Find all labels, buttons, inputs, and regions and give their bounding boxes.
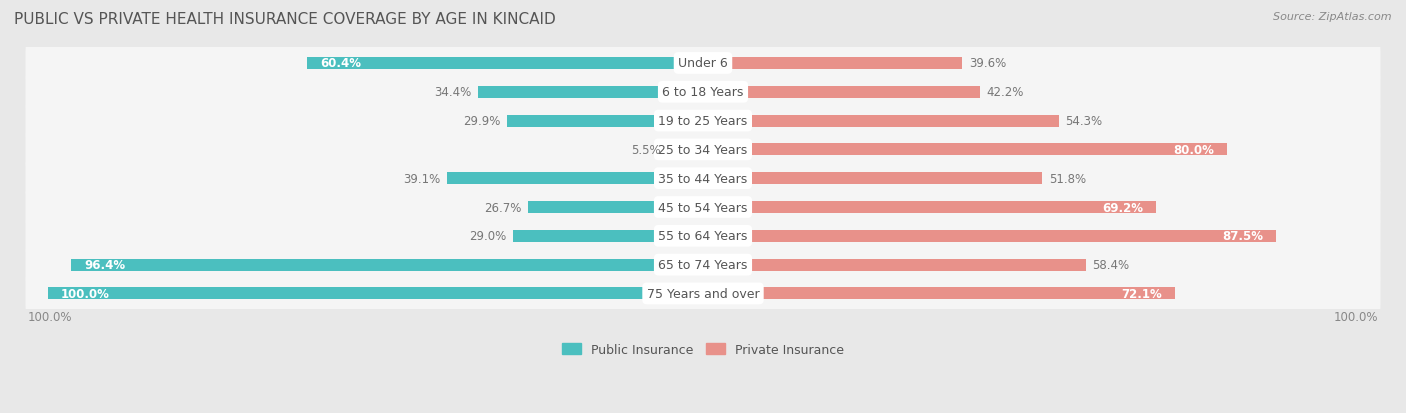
Legend: Public Insurance, Private Insurance: Public Insurance, Private Insurance — [557, 338, 849, 361]
Text: 80.0%: 80.0% — [1173, 144, 1215, 157]
Bar — [703, 259, 1085, 271]
Bar — [478, 86, 703, 99]
Text: 55 to 64 Years: 55 to 64 Years — [658, 230, 748, 243]
Text: 96.4%: 96.4% — [84, 259, 125, 271]
Text: PUBLIC VS PRIVATE HEALTH INSURANCE COVERAGE BY AGE IN KINCAID: PUBLIC VS PRIVATE HEALTH INSURANCE COVER… — [14, 12, 555, 27]
Bar — [447, 173, 703, 185]
Bar — [308, 58, 703, 70]
Text: 39.6%: 39.6% — [969, 57, 1007, 70]
Text: Under 6: Under 6 — [678, 57, 728, 70]
Bar — [703, 173, 1042, 185]
Text: 29.0%: 29.0% — [470, 230, 506, 243]
FancyBboxPatch shape — [25, 100, 1381, 143]
Text: 6 to 18 Years: 6 to 18 Years — [662, 86, 744, 99]
Text: 65 to 74 Years: 65 to 74 Years — [658, 259, 748, 271]
Text: 58.4%: 58.4% — [1092, 259, 1129, 271]
Bar — [703, 115, 1059, 127]
Text: 26.7%: 26.7% — [484, 201, 522, 214]
FancyBboxPatch shape — [25, 128, 1381, 172]
Bar — [529, 202, 703, 214]
Text: 87.5%: 87.5% — [1222, 230, 1263, 243]
Bar — [703, 58, 963, 70]
Text: 45 to 54 Years: 45 to 54 Years — [658, 201, 748, 214]
Bar — [703, 86, 980, 99]
Text: 39.1%: 39.1% — [404, 172, 440, 185]
Text: 54.3%: 54.3% — [1066, 115, 1102, 128]
Text: 75 Years and over: 75 Years and over — [647, 287, 759, 300]
FancyBboxPatch shape — [25, 214, 1381, 258]
Text: 5.5%: 5.5% — [631, 144, 661, 157]
Bar — [703, 202, 1156, 214]
Text: 35 to 44 Years: 35 to 44 Years — [658, 172, 748, 185]
Bar — [703, 288, 1175, 300]
FancyBboxPatch shape — [25, 42, 1381, 85]
FancyBboxPatch shape — [25, 186, 1381, 229]
Bar — [72, 259, 703, 271]
Text: 29.9%: 29.9% — [463, 115, 501, 128]
Text: 42.2%: 42.2% — [986, 86, 1024, 99]
FancyBboxPatch shape — [25, 71, 1381, 114]
Text: 100.0%: 100.0% — [60, 287, 110, 300]
Bar — [703, 144, 1227, 156]
FancyBboxPatch shape — [25, 272, 1381, 316]
Text: 100.0%: 100.0% — [1333, 310, 1378, 323]
Text: 60.4%: 60.4% — [321, 57, 361, 70]
Text: 25 to 34 Years: 25 to 34 Years — [658, 144, 748, 157]
Bar — [666, 144, 703, 156]
Text: Source: ZipAtlas.com: Source: ZipAtlas.com — [1274, 12, 1392, 22]
Text: 19 to 25 Years: 19 to 25 Years — [658, 115, 748, 128]
FancyBboxPatch shape — [25, 157, 1381, 201]
Bar — [513, 230, 703, 242]
Text: 51.8%: 51.8% — [1049, 172, 1085, 185]
Text: 69.2%: 69.2% — [1102, 201, 1143, 214]
FancyBboxPatch shape — [25, 243, 1381, 287]
Bar — [508, 115, 703, 127]
Bar — [703, 230, 1277, 242]
Text: 100.0%: 100.0% — [28, 310, 73, 323]
Text: 34.4%: 34.4% — [434, 86, 471, 99]
Bar — [48, 288, 703, 300]
Text: 72.1%: 72.1% — [1122, 287, 1163, 300]
